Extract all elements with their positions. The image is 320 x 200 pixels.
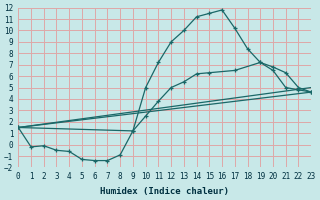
X-axis label: Humidex (Indice chaleur): Humidex (Indice chaleur) bbox=[100, 187, 229, 196]
